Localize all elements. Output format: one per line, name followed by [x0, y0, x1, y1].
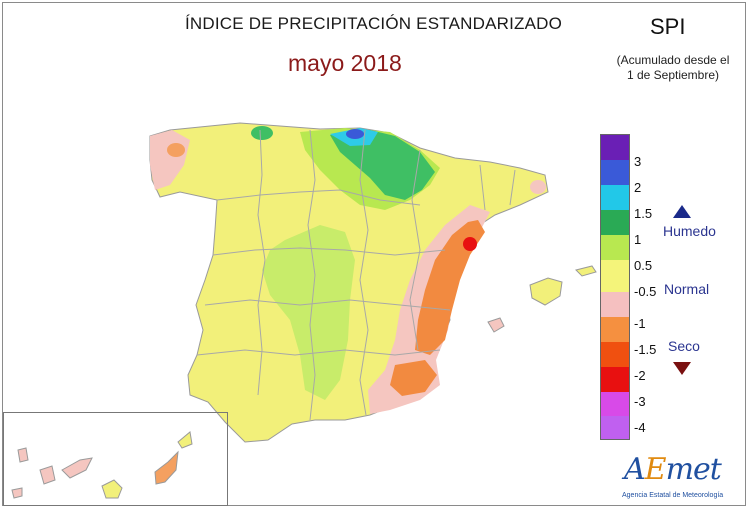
east-very-dry-band [415, 220, 485, 355]
aemet-logo: AEmet [624, 452, 722, 487]
legend-category-dry: Seco [668, 338, 700, 354]
index-label: SPI [650, 14, 686, 39]
legend-swatch-2 [601, 160, 629, 185]
logo-letter-rest: met [665, 452, 722, 487]
map-period: mayo 2018 [288, 50, 402, 76]
canary-island-2 [11, 487, 23, 499]
index-note-line2: 1 de Septiembre) [626, 68, 720, 82]
canary-island-4 [61, 457, 93, 479]
legend-swatch-10 [601, 367, 629, 392]
legend-category-normal: Normal [664, 281, 710, 297]
map-title: ÍNDICE DE PRECIPITACIÓN ESTANDARIZADO [185, 14, 563, 33]
aemet-logo-subtitle: Agencia Estatal de Meteorología [622, 492, 724, 499]
legend-tick: -1.5 [634, 342, 657, 357]
legend-tick: 2 [634, 180, 642, 195]
logo-letter-a: A [624, 452, 646, 487]
canary-island-6 [154, 450, 179, 485]
central-wet-area [262, 225, 355, 400]
legend-tick: -0.5 [634, 284, 657, 299]
legend-swatch-7 [601, 292, 629, 317]
mallorca [529, 277, 563, 306]
legend-tick: 3 [634, 154, 642, 169]
canary-island-3 [39, 465, 56, 485]
legend-swatch-3 [601, 185, 629, 210]
legend-colorbar [600, 134, 630, 440]
legend-swatch-11 [601, 392, 629, 416]
wet-arrow-icon [673, 205, 691, 218]
legend-swatch-9 [601, 342, 629, 367]
legend-swatch-1 [601, 135, 629, 160]
canary-island-1 [17, 447, 29, 463]
canary-island-7 [177, 431, 193, 449]
legend-category-wet: Humedo [663, 223, 716, 239]
legend-tick: 0.5 [634, 258, 653, 273]
legend-tick: 1.5 [634, 206, 653, 221]
legend-swatch-5 [601, 235, 629, 260]
legend-tick: -3 [634, 394, 646, 409]
asturias-wet [251, 126, 273, 140]
cantabria-blue [346, 129, 364, 139]
legend-swatch-6 [601, 260, 629, 292]
logo-letter-e: E [644, 452, 667, 487]
north-very-wet-area [330, 130, 435, 200]
murcia-very-dry [390, 360, 437, 396]
legend-tick: 1 [634, 232, 642, 247]
valencia-extreme-dry [463, 237, 477, 251]
canary-island-5 [101, 479, 123, 499]
province-borders [196, 129, 516, 421]
legend-swatch-8 [601, 317, 629, 342]
legend-swatch-4 [601, 210, 629, 235]
index-note-line1: (Acumulado desde el [616, 53, 730, 67]
legend-swatch-12 [601, 416, 629, 439]
legend-tick: -2 [634, 368, 646, 383]
menorca [575, 265, 597, 277]
dry-arrow-icon [673, 362, 691, 375]
legend-tick: -4 [634, 420, 646, 435]
legend-tick: -1 [634, 316, 646, 331]
index-note: (Acumulado desde el 1 de Septiembre) [598, 53, 748, 83]
galicia-dry-core [167, 143, 185, 157]
ibiza [487, 317, 505, 333]
canary-inset-box [3, 412, 228, 506]
catalonia-pink [530, 180, 546, 194]
